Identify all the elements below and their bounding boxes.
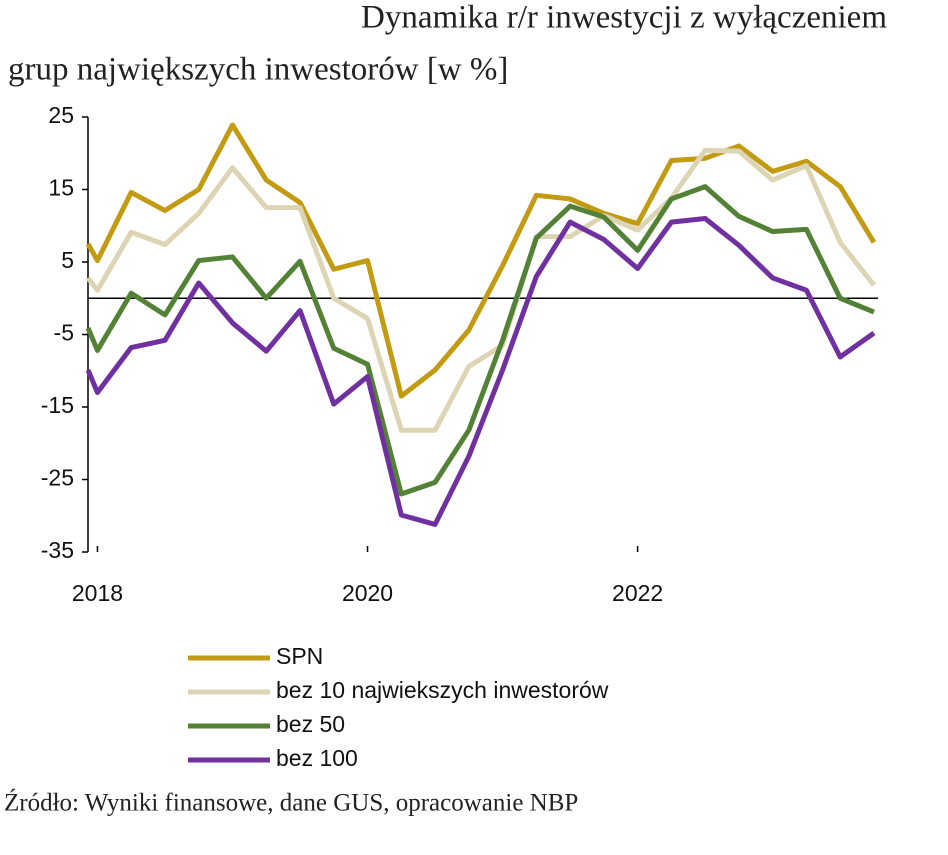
- legend-label: bez 100: [276, 745, 358, 771]
- y-tick-label: 25: [48, 102, 74, 128]
- x-tick-label: 2020: [342, 580, 393, 606]
- y-tick-label: 15: [48, 175, 74, 201]
- x-tick-label: 2022: [612, 580, 663, 606]
- series-line: [85, 122, 877, 399]
- y-tick-label: -5: [54, 320, 74, 346]
- y-tick-label: -25: [41, 465, 74, 491]
- y-tick-label: -35: [41, 537, 74, 563]
- series-line: [86, 147, 876, 433]
- chart-title: grup największych inwestorów [w %]: [8, 52, 508, 88]
- x-tick-label: 2018: [72, 580, 123, 606]
- series-line: [85, 184, 875, 497]
- chart-title: Dynamika r/r inwestycji z wyłączeniem: [361, 0, 887, 36]
- y-tick-label: -15: [41, 392, 74, 418]
- y-tick-label: 5: [61, 247, 74, 273]
- source: Źródło: Wyniki finansowe, dane GUS, opra…: [4, 789, 578, 817]
- legend-label: SPN: [276, 643, 323, 669]
- legend-label: bez 50: [276, 711, 345, 737]
- series-line: [85, 216, 876, 527]
- legend-label: bez 10 najwiekszych inwestorów: [276, 677, 609, 703]
